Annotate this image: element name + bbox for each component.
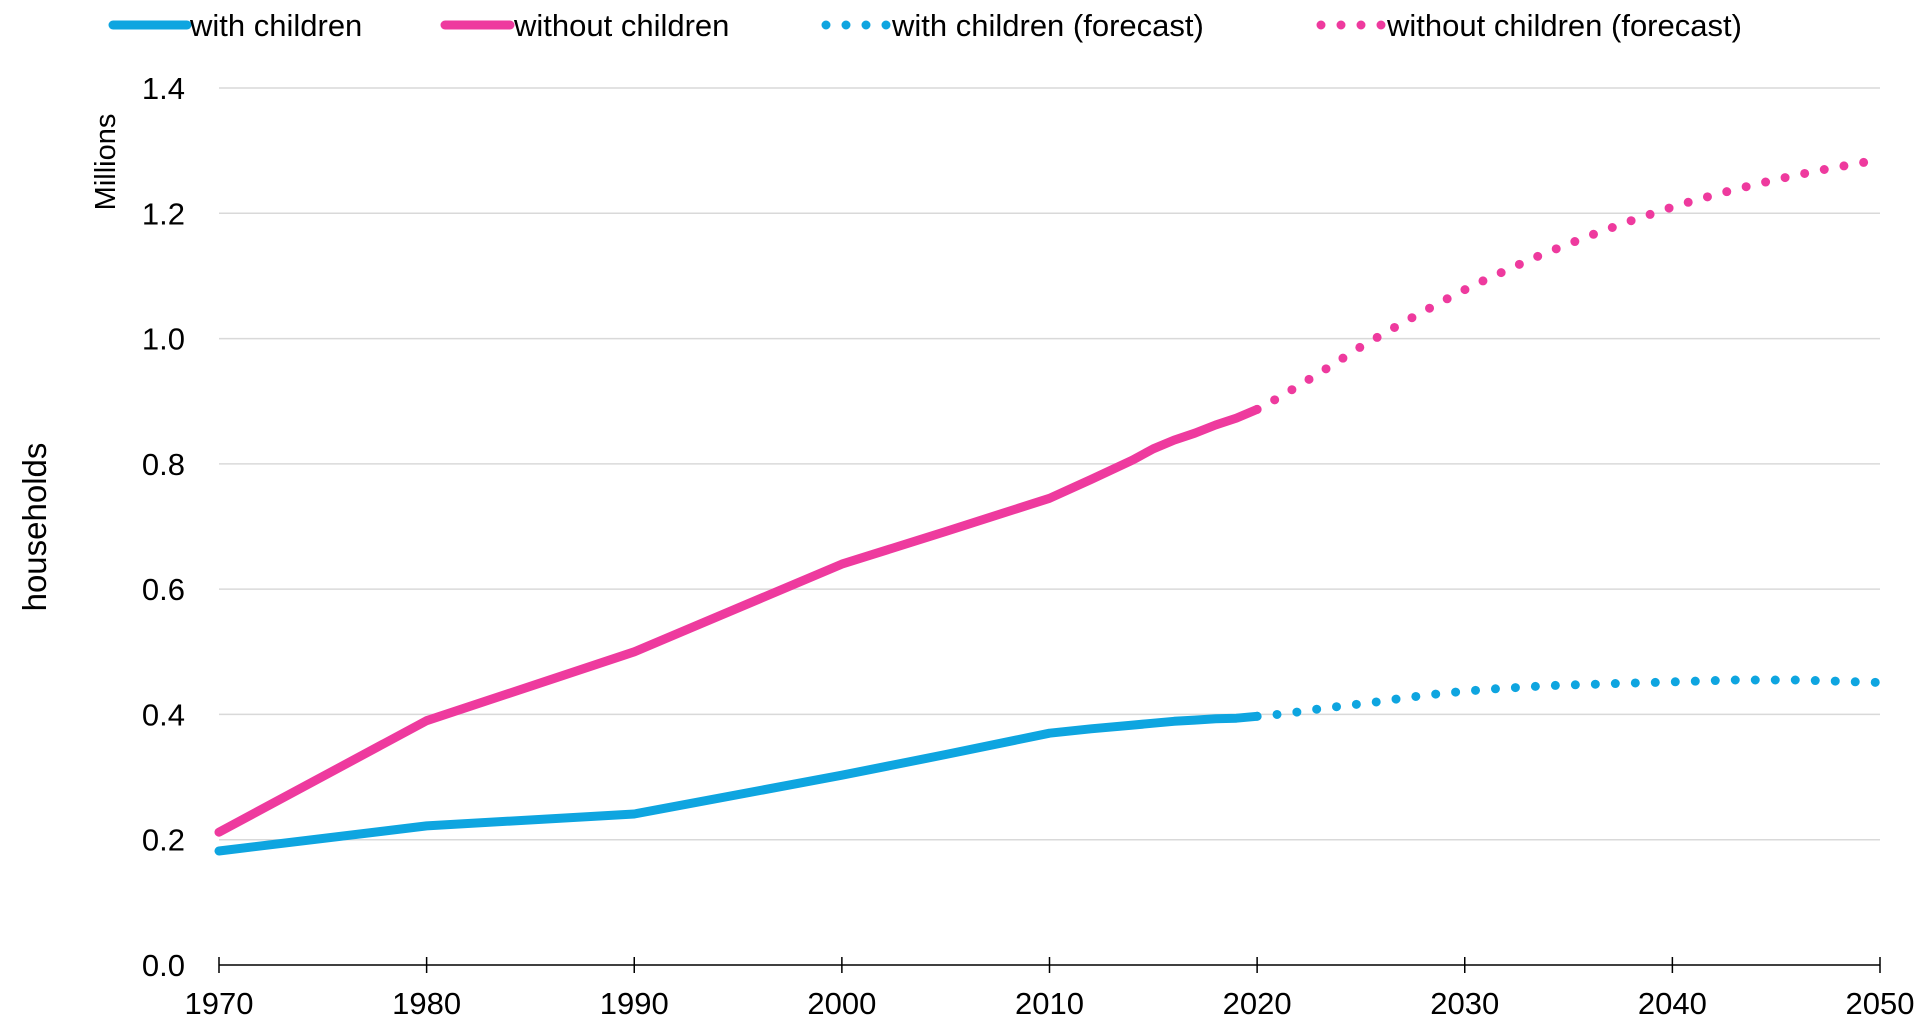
- series-line: [1252, 675, 1885, 721]
- y-tick-label: 0.2: [142, 823, 185, 858]
- y-tick-label: 1.4: [142, 71, 185, 106]
- x-tick-label: 2030: [1430, 986, 1499, 1018]
- y-tick-label: 0.0: [142, 948, 185, 983]
- series-line: [1252, 154, 1885, 414]
- x-tick-label: 2040: [1638, 986, 1707, 1018]
- x-tick-label: 2000: [807, 986, 876, 1018]
- legend: with children without children with childr…: [108, 8, 1742, 43]
- x-tick-label: 2020: [1223, 986, 1292, 1018]
- y-axis: 0.0 0.2 0.4 0.6 0.8 1.0 1.2 1.4: [142, 71, 185, 983]
- y-axis-title: households: [16, 443, 53, 612]
- legend-label: without children: [513, 8, 729, 43]
- y-tick-label: 0.8: [142, 447, 185, 482]
- gridlines: [219, 87, 1880, 841]
- y-tick-label: 1.0: [142, 322, 185, 357]
- y-tick-label: 0.4: [142, 697, 185, 732]
- x-axis: 1970 1980 1990 2000 2010 2020 2030 2040 2050: [185, 957, 1915, 1018]
- x-tick-label: 1980: [392, 986, 461, 1018]
- x-tick-label: 2010: [1015, 986, 1084, 1018]
- series-line: [214, 711, 1262, 856]
- x-tick-label: 1990: [600, 986, 669, 1018]
- y-tick-label: 1.2: [142, 196, 185, 231]
- plot-lines: [214, 154, 1885, 856]
- x-tick-label: 1970: [185, 986, 254, 1018]
- legend-label: with children (forecast): [891, 8, 1204, 43]
- x-tick-label: 2050: [1846, 986, 1915, 1018]
- series-line: [214, 404, 1262, 837]
- y-units-label: Millions: [90, 114, 122, 211]
- legend-label: without children (forecast): [1386, 8, 1742, 43]
- legend-label: with children: [189, 8, 362, 43]
- y-tick-label: 0.6: [142, 572, 185, 607]
